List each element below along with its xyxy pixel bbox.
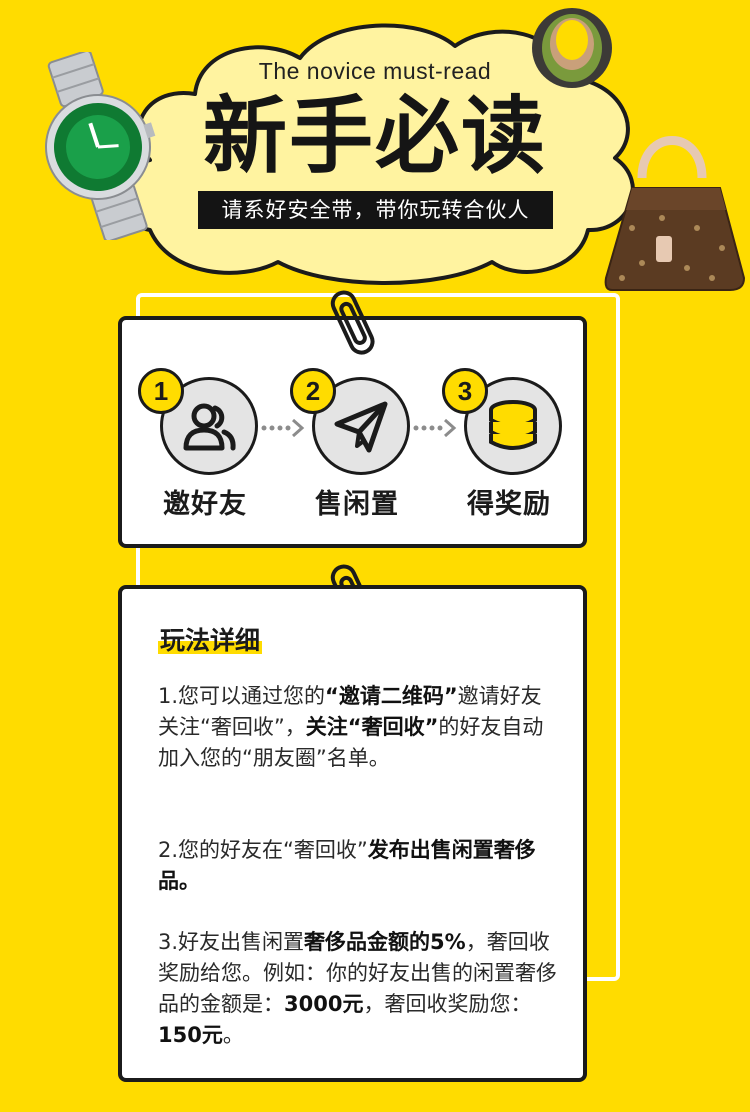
- tagline-banner: 请系好安全带，带你玩转合伙人: [198, 191, 553, 229]
- highlight-text: 150元: [158, 1023, 223, 1047]
- highlight-text: 关注“奢回收”: [305, 715, 439, 739]
- step-number-badge: 3: [442, 368, 488, 414]
- details-heading: 玩法详细: [158, 621, 263, 657]
- subtitle-english: The novice must-read: [258, 58, 492, 84]
- highlight-text: 3000元: [284, 992, 364, 1016]
- step-icon-circle: [312, 377, 410, 475]
- details-paragraph-2: 2.您的好友在“奢回收”发布出售闲置奢侈品。: [158, 835, 558, 897]
- text: ，奢回收奖励您：: [363, 992, 532, 1016]
- text: ，奢回收奖励给您。例如：你的好友出售的闲置奢侈品的金额是：: [158, 930, 557, 1016]
- step-label: 售闲置: [315, 489, 399, 520]
- ring-image: [532, 8, 612, 88]
- users-icon: [183, 403, 236, 451]
- step-label: 邀好友: [163, 489, 247, 520]
- dotted-arrow-icon: [261, 418, 305, 438]
- watch-image: [45, 52, 156, 240]
- text: 的好友自动加入您的“朋友圈”名单。: [158, 715, 544, 770]
- highlight-text: “邀请二维码”: [325, 684, 458, 708]
- highlight-text: 奢侈品金额的5%: [304, 930, 466, 954]
- text: 1.您可以通过您的: [158, 684, 326, 708]
- details-paragraph-1: 1.您可以通过您的“邀请二维码”邀请好友关注“奢回收”，关注“奢回收”的好友自动…: [158, 681, 558, 774]
- details-paragraph-3: 3.好友出售闲置奢侈品金额的5%，奢回收奖励给您。例如：你的好友出售的闲置奢侈品…: [158, 927, 558, 1051]
- text: 。: [222, 1023, 244, 1047]
- steps-card: 1 邀好友 2 售闲置 3 得: [118, 316, 587, 548]
- text: 2.您的好友在“奢回收”: [158, 838, 368, 862]
- step-label: 得奖励: [467, 489, 551, 520]
- step-number-badge: 1: [138, 368, 184, 414]
- text: 3.好友出售闲置: [158, 930, 305, 954]
- highlight-text: 发布出售闲置奢侈品。: [158, 838, 536, 893]
- coins-stack-icon: [489, 400, 537, 450]
- page-title: 新手必读: [202, 87, 547, 185]
- paper-plane-icon: [334, 401, 388, 453]
- text: 邀请好友关注“奢回收”，: [158, 684, 542, 739]
- dotted-arrow-icon: [413, 418, 457, 438]
- paper-clip-icon: [330, 290, 375, 355]
- handbag-image: [604, 136, 746, 291]
- details-card: 玩法详细 1.您可以通过您的“邀请二维码”邀请好友关注“奢回收”，关注“奢回收”…: [118, 585, 587, 1082]
- step-number-badge: 2: [290, 368, 336, 414]
